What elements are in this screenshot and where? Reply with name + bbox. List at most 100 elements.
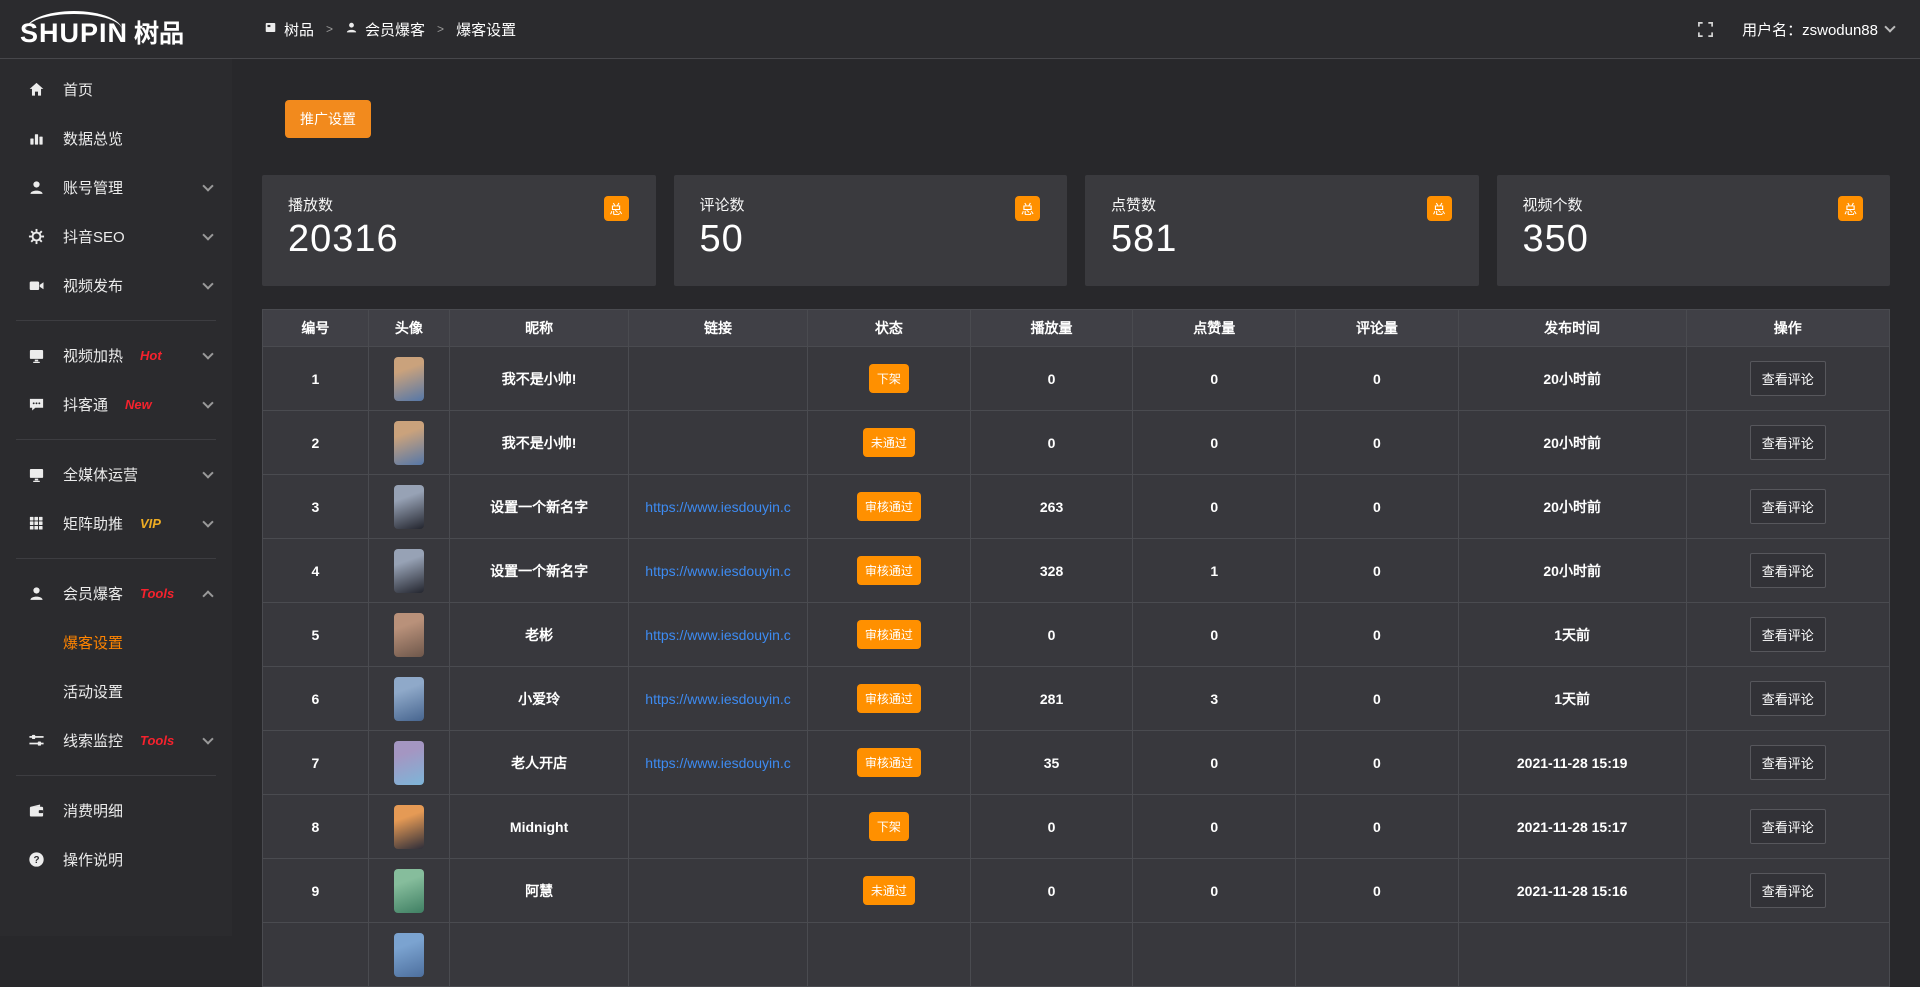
video-link[interactable]: https://www.iesdouyin.c (645, 627, 791, 643)
sidebar-item-home[interactable]: 首页 (0, 65, 232, 114)
cell-plays: 0 (970, 411, 1133, 475)
cell-likes: 0 (1133, 411, 1296, 475)
cell-comments: 0 (1296, 731, 1459, 795)
cell-status: 下架 (808, 347, 971, 411)
chevron-down-icon (202, 278, 213, 289)
video-link[interactable]: https://www.iesdouyin.c (645, 755, 791, 771)
cell-published: 2021-11-28 15:19 (1458, 731, 1686, 795)
avatar (394, 869, 424, 913)
column-header: 编号 (263, 310, 369, 347)
cell-likes: 0 (1133, 859, 1296, 923)
breadcrumb-item[interactable]: 会员爆客 (345, 19, 425, 40)
video-link[interactable]: https://www.iesdouyin.c (645, 563, 791, 579)
user-menu[interactable]: 用户名：zswodun88 (1742, 19, 1894, 40)
column-header: 状态 (808, 310, 971, 347)
breadcrumb-item[interactable]: 爆客设置 (456, 19, 516, 40)
stat-label: 点赞数 (1111, 194, 1453, 215)
view-comments-button[interactable]: 查看评论 (1750, 873, 1826, 908)
sliders-icon (27, 731, 46, 750)
sidebar-item-operation-guide[interactable]: ?操作说明 (0, 835, 232, 884)
breadcrumb-label: 树品 (284, 19, 314, 40)
status-badge: 未通过 (863, 428, 915, 457)
cell-plays: 328 (970, 539, 1133, 603)
cell-empty (629, 923, 808, 987)
breadcrumb-label: 爆客设置 (456, 19, 516, 40)
view-comments-button[interactable]: 查看评论 (1750, 553, 1826, 588)
sidebar-item-consume-detail[interactable]: 消费明细 (0, 786, 232, 835)
video-link[interactable]: https://www.iesdouyin.c (645, 499, 791, 515)
cell-empty (368, 923, 449, 987)
view-comments-button[interactable]: 查看评论 (1750, 361, 1826, 396)
sidebar-item-label: 线索监控 (63, 730, 123, 751)
sidebar-item-label: 矩阵助推 (63, 513, 123, 534)
brand-name-cn: 树品 (134, 22, 184, 47)
stat-value: 581 (1111, 218, 1453, 261)
cell-nickname: Midnight (450, 795, 629, 859)
breadcrumb-label: 会员爆客 (365, 19, 425, 40)
cell-action: 查看评论 (1686, 539, 1889, 603)
cell-id: 4 (263, 539, 369, 603)
cell-empty (1458, 923, 1686, 987)
cell-nickname: 小爱玲 (450, 667, 629, 731)
brand-name-en: SHUPIN (20, 11, 128, 47)
status-badge: 审核通过 (857, 748, 921, 777)
grid-icon (27, 514, 46, 533)
view-comments-button[interactable]: 查看评论 (1750, 745, 1826, 780)
sidebar-item-video-publish[interactable]: 视频发布 (0, 261, 232, 310)
cell-link: https://www.iesdouyin.c (629, 475, 808, 539)
view-comments-button[interactable]: 查看评论 (1750, 425, 1826, 460)
sidebar-item-account-manage[interactable]: 账号管理 (0, 163, 232, 212)
stat-card-plays: 播放数 20316 总 (262, 175, 656, 286)
breadcrumb-item[interactable]: 树品 (264, 19, 314, 40)
sidebar-divider (16, 320, 216, 321)
view-comments-button[interactable]: 查看评论 (1750, 809, 1826, 844)
view-comments-button[interactable]: 查看评论 (1750, 489, 1826, 524)
message-icon (27, 395, 46, 414)
video-link[interactable]: https://www.iesdouyin.c (645, 691, 791, 707)
question-icon: ? (27, 850, 46, 869)
chevron-down-icon (202, 229, 213, 240)
user-icon (27, 584, 46, 603)
breadcrumb-separator: > (326, 22, 333, 36)
cell-link: https://www.iesdouyin.c (629, 539, 808, 603)
sidebar-item-data-overview[interactable]: 数据总览 (0, 114, 232, 163)
column-header: 链接 (629, 310, 808, 347)
wallet-icon (27, 801, 46, 820)
view-comments-button[interactable]: 查看评论 (1750, 681, 1826, 716)
cell-id: 6 (263, 667, 369, 731)
cell-likes: 0 (1133, 475, 1296, 539)
total-badge: 总 (604, 196, 629, 221)
view-comments-button[interactable]: 查看评论 (1750, 617, 1826, 652)
sidebar-item-label: 抖音SEO (63, 226, 125, 247)
cell-comments: 0 (1296, 795, 1459, 859)
sidebar-divider (16, 439, 216, 440)
sidebar-item-omni-media[interactable]: 全媒体运营 (0, 450, 232, 499)
top-bar: SHUPIN 树品 树品>会员爆客>爆客设置 用户名：zswodun88 (0, 0, 1920, 59)
total-badge: 总 (1015, 196, 1040, 221)
cell-plays: 0 (970, 795, 1133, 859)
sidebar-item-tag: Hot (140, 348, 162, 363)
column-header: 头像 (368, 310, 449, 347)
sidebar-subitem-activity-settings[interactable]: 活动设置 (0, 667, 232, 716)
chevron-down-icon (202, 397, 213, 408)
cell-action: 查看评论 (1686, 411, 1889, 475)
cell-likes: 3 (1133, 667, 1296, 731)
avatar (394, 677, 424, 721)
cell-comments: 0 (1296, 539, 1459, 603)
sidebar-subitem-baoke-settings[interactable]: 爆客设置 (0, 618, 232, 667)
stat-label: 播放数 (288, 194, 630, 215)
sidebar-item-douyin-seo[interactable]: 抖音SEO (0, 212, 232, 261)
promo-settings-button[interactable]: 推广设置 (285, 100, 371, 138)
column-header: 点赞量 (1133, 310, 1296, 347)
cell-comments: 0 (1296, 411, 1459, 475)
fullscreen-icon[interactable] (1697, 21, 1714, 38)
